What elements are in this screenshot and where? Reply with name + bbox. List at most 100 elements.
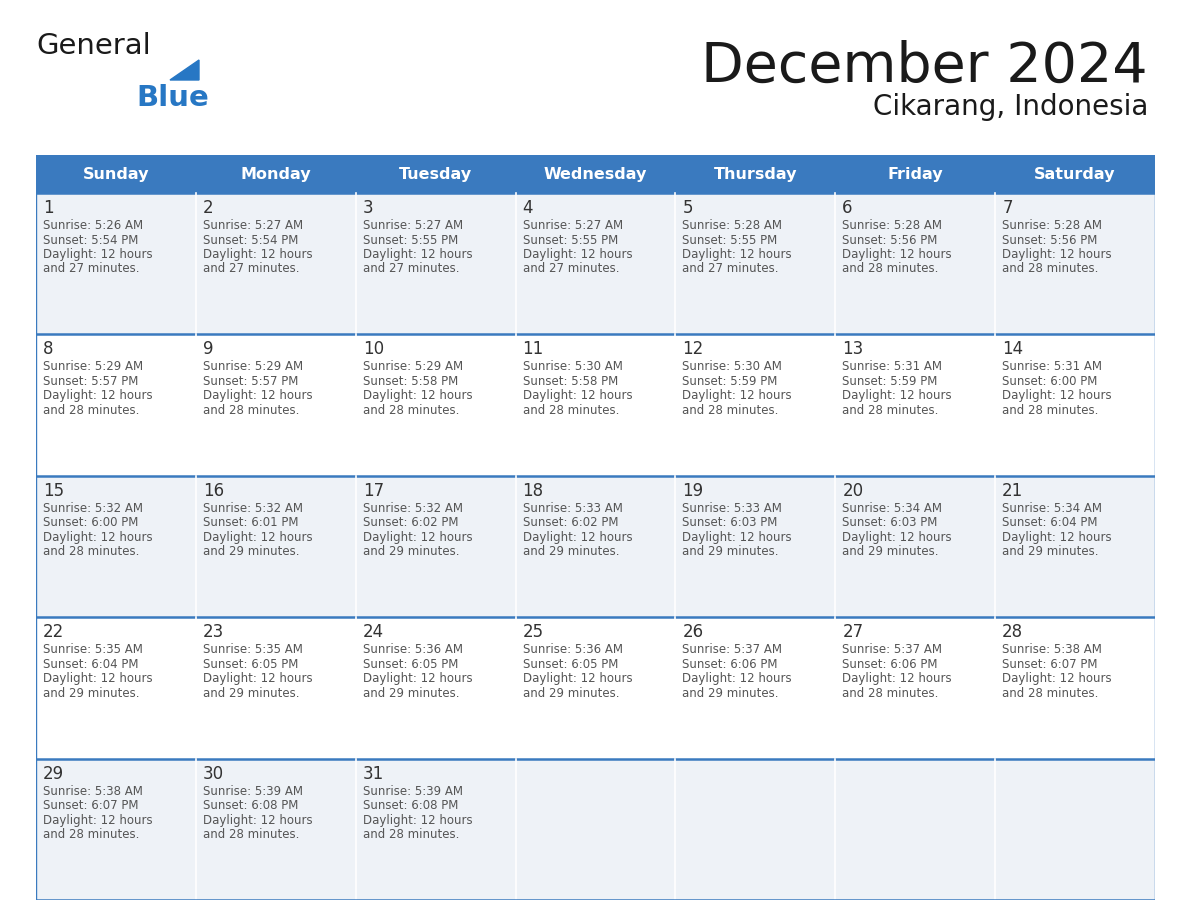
- Text: 15: 15: [43, 482, 64, 499]
- Text: Sunrise: 5:32 AM: Sunrise: 5:32 AM: [203, 502, 303, 515]
- Text: Daylight: 12 hours: Daylight: 12 hours: [362, 248, 473, 261]
- Text: Sunrise: 5:36 AM: Sunrise: 5:36 AM: [523, 644, 623, 656]
- Text: Sunrise: 5:37 AM: Sunrise: 5:37 AM: [682, 644, 783, 656]
- Text: Sunrise: 5:29 AM: Sunrise: 5:29 AM: [362, 361, 463, 374]
- Text: Daylight: 12 hours: Daylight: 12 hours: [362, 813, 473, 826]
- Text: Sunrise: 5:26 AM: Sunrise: 5:26 AM: [43, 219, 143, 232]
- Text: Daylight: 12 hours: Daylight: 12 hours: [43, 248, 152, 261]
- Text: Daylight: 12 hours: Daylight: 12 hours: [362, 672, 473, 685]
- Text: 28: 28: [1003, 623, 1023, 641]
- Text: and 29 minutes.: and 29 minutes.: [203, 545, 299, 558]
- Text: Thursday: Thursday: [714, 166, 797, 182]
- Text: Daylight: 12 hours: Daylight: 12 hours: [203, 248, 312, 261]
- Text: and 29 minutes.: and 29 minutes.: [842, 545, 939, 558]
- Text: Sunrise: 5:28 AM: Sunrise: 5:28 AM: [1003, 219, 1102, 232]
- Text: 18: 18: [523, 482, 544, 499]
- Text: Sunrise: 5:29 AM: Sunrise: 5:29 AM: [43, 361, 143, 374]
- Text: and 28 minutes.: and 28 minutes.: [43, 828, 139, 841]
- Bar: [516, 155, 676, 193]
- Text: Sunday: Sunday: [83, 166, 150, 182]
- Text: Sunset: 6:05 PM: Sunset: 6:05 PM: [362, 657, 459, 671]
- Text: and 28 minutes.: and 28 minutes.: [842, 263, 939, 275]
- Text: Sunrise: 5:34 AM: Sunrise: 5:34 AM: [842, 502, 942, 515]
- Text: 3: 3: [362, 199, 373, 217]
- Bar: [36, 334, 1155, 476]
- Text: Sunrise: 5:32 AM: Sunrise: 5:32 AM: [43, 502, 143, 515]
- Text: and 28 minutes.: and 28 minutes.: [1003, 687, 1099, 700]
- Text: December 2024: December 2024: [701, 40, 1148, 94]
- Text: Sunset: 6:05 PM: Sunset: 6:05 PM: [203, 657, 298, 671]
- Text: Cikarang, Indonesia: Cikarang, Indonesia: [873, 93, 1148, 121]
- Text: Sunset: 6:00 PM: Sunset: 6:00 PM: [43, 516, 138, 530]
- Text: Sunset: 6:04 PM: Sunset: 6:04 PM: [1003, 516, 1098, 530]
- Text: Daylight: 12 hours: Daylight: 12 hours: [682, 389, 792, 402]
- Text: Wednesday: Wednesday: [544, 166, 647, 182]
- Text: and 28 minutes.: and 28 minutes.: [43, 545, 139, 558]
- Text: Sunset: 6:01 PM: Sunset: 6:01 PM: [203, 516, 298, 530]
- Text: Daylight: 12 hours: Daylight: 12 hours: [523, 531, 632, 543]
- Text: and 28 minutes.: and 28 minutes.: [523, 404, 619, 417]
- Text: Sunset: 6:04 PM: Sunset: 6:04 PM: [43, 657, 139, 671]
- Text: and 28 minutes.: and 28 minutes.: [1003, 263, 1099, 275]
- Polygon shape: [170, 60, 200, 80]
- Text: Monday: Monday: [240, 166, 311, 182]
- Text: Sunset: 5:56 PM: Sunset: 5:56 PM: [842, 233, 937, 247]
- Text: and 28 minutes.: and 28 minutes.: [1003, 404, 1099, 417]
- Text: Sunrise: 5:27 AM: Sunrise: 5:27 AM: [523, 219, 623, 232]
- Text: Sunset: 6:07 PM: Sunset: 6:07 PM: [43, 799, 139, 812]
- Text: Daylight: 12 hours: Daylight: 12 hours: [842, 531, 952, 543]
- Text: Sunrise: 5:37 AM: Sunrise: 5:37 AM: [842, 644, 942, 656]
- Text: and 29 minutes.: and 29 minutes.: [362, 545, 460, 558]
- Text: and 29 minutes.: and 29 minutes.: [362, 687, 460, 700]
- Text: 6: 6: [842, 199, 853, 217]
- Text: Sunrise: 5:29 AM: Sunrise: 5:29 AM: [203, 361, 303, 374]
- Text: and 29 minutes.: and 29 minutes.: [43, 687, 139, 700]
- Text: Daylight: 12 hours: Daylight: 12 hours: [842, 672, 952, 685]
- Text: Sunset: 6:08 PM: Sunset: 6:08 PM: [203, 799, 298, 812]
- Text: 8: 8: [43, 341, 53, 358]
- Text: and 27 minutes.: and 27 minutes.: [523, 263, 619, 275]
- Text: Sunset: 5:55 PM: Sunset: 5:55 PM: [362, 233, 457, 247]
- Text: 12: 12: [682, 341, 703, 358]
- Bar: [36, 193, 1155, 334]
- Text: Sunset: 6:06 PM: Sunset: 6:06 PM: [842, 657, 937, 671]
- Text: Sunset: 5:58 PM: Sunset: 5:58 PM: [523, 375, 618, 388]
- Text: and 29 minutes.: and 29 minutes.: [203, 687, 299, 700]
- Text: 24: 24: [362, 623, 384, 641]
- Text: 23: 23: [203, 623, 225, 641]
- Text: 5: 5: [682, 199, 693, 217]
- Bar: [996, 155, 1155, 193]
- Text: Sunrise: 5:34 AM: Sunrise: 5:34 AM: [1003, 502, 1102, 515]
- Text: Sunrise: 5:27 AM: Sunrise: 5:27 AM: [203, 219, 303, 232]
- Text: and 28 minutes.: and 28 minutes.: [43, 404, 139, 417]
- Text: Sunset: 6:03 PM: Sunset: 6:03 PM: [842, 516, 937, 530]
- Text: Daylight: 12 hours: Daylight: 12 hours: [362, 389, 473, 402]
- Text: Daylight: 12 hours: Daylight: 12 hours: [1003, 531, 1112, 543]
- Text: and 28 minutes.: and 28 minutes.: [682, 404, 779, 417]
- Text: Daylight: 12 hours: Daylight: 12 hours: [203, 389, 312, 402]
- Text: Sunset: 6:03 PM: Sunset: 6:03 PM: [682, 516, 778, 530]
- Text: and 27 minutes.: and 27 minutes.: [43, 263, 139, 275]
- Text: 13: 13: [842, 341, 864, 358]
- Text: 25: 25: [523, 623, 544, 641]
- Text: 22: 22: [43, 623, 64, 641]
- Text: Blue: Blue: [135, 84, 209, 112]
- Text: Sunrise: 5:30 AM: Sunrise: 5:30 AM: [682, 361, 783, 374]
- Text: Sunset: 6:00 PM: Sunset: 6:00 PM: [1003, 375, 1098, 388]
- Text: Sunset: 6:05 PM: Sunset: 6:05 PM: [523, 657, 618, 671]
- Text: Daylight: 12 hours: Daylight: 12 hours: [43, 672, 152, 685]
- Text: 31: 31: [362, 765, 384, 783]
- Text: Sunset: 5:56 PM: Sunset: 5:56 PM: [1003, 233, 1098, 247]
- Text: Daylight: 12 hours: Daylight: 12 hours: [362, 531, 473, 543]
- Text: Sunset: 5:54 PM: Sunset: 5:54 PM: [203, 233, 298, 247]
- Bar: [36, 617, 1155, 758]
- Text: Sunset: 5:59 PM: Sunset: 5:59 PM: [682, 375, 778, 388]
- Bar: [196, 155, 355, 193]
- Text: Daylight: 12 hours: Daylight: 12 hours: [842, 389, 952, 402]
- Text: and 28 minutes.: and 28 minutes.: [842, 404, 939, 417]
- Text: Sunrise: 5:33 AM: Sunrise: 5:33 AM: [682, 502, 783, 515]
- Text: and 29 minutes.: and 29 minutes.: [682, 545, 779, 558]
- Text: 30: 30: [203, 765, 225, 783]
- Text: 2: 2: [203, 199, 214, 217]
- Text: and 27 minutes.: and 27 minutes.: [203, 263, 299, 275]
